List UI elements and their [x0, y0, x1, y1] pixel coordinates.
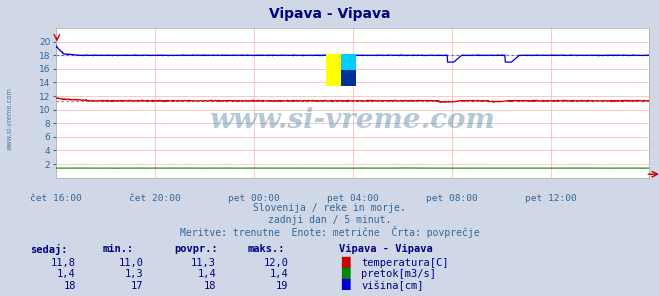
Bar: [341, 70, 356, 86]
Text: 1,4: 1,4: [198, 269, 216, 279]
Text: 1,4: 1,4: [270, 269, 289, 279]
Text: 11,0: 11,0: [119, 258, 144, 268]
Text: 12,0: 12,0: [264, 258, 289, 268]
Text: 18: 18: [204, 281, 216, 291]
Text: čet 16:00: čet 16:00: [30, 194, 82, 203]
Text: 11,8: 11,8: [51, 258, 76, 268]
Text: sedaj:: sedaj:: [30, 244, 67, 255]
Bar: [341, 54, 356, 70]
Text: temperatura[C]: temperatura[C]: [361, 258, 449, 268]
Text: Meritve: trenutne  Enote: metrične  Črta: povprečje: Meritve: trenutne Enote: metrične Črta: …: [180, 226, 479, 239]
Text: Vipava - Vipava: Vipava - Vipava: [269, 7, 390, 21]
Text: Vipava - Vipava: Vipava - Vipava: [339, 244, 433, 254]
Text: pet 12:00: pet 12:00: [525, 194, 577, 203]
Text: pretok[m3/s]: pretok[m3/s]: [361, 269, 436, 279]
Text: višina[cm]: višina[cm]: [361, 281, 424, 291]
Text: █: █: [341, 257, 349, 268]
Text: 11,3: 11,3: [191, 258, 216, 268]
Text: Slovenija / reke in morje.: Slovenija / reke in morje.: [253, 203, 406, 213]
Text: 1,3: 1,3: [125, 269, 144, 279]
Text: 18: 18: [63, 281, 76, 291]
Text: pet 00:00: pet 00:00: [228, 194, 279, 203]
Bar: [326, 54, 341, 86]
Text: █: █: [341, 268, 349, 279]
Text: www.si-vreme.com: www.si-vreme.com: [210, 107, 496, 134]
Text: 17: 17: [131, 281, 144, 291]
Text: 19: 19: [276, 281, 289, 291]
Text: www.si-vreme.com: www.si-vreme.com: [7, 87, 13, 150]
Text: čet 20:00: čet 20:00: [129, 194, 181, 203]
Text: povpr.:: povpr.:: [175, 244, 218, 254]
Text: █: █: [341, 279, 349, 290]
Text: min.:: min.:: [102, 244, 133, 254]
Text: pet 04:00: pet 04:00: [327, 194, 379, 203]
Text: maks.:: maks.:: [247, 244, 285, 254]
Text: zadnji dan / 5 minut.: zadnji dan / 5 minut.: [268, 215, 391, 225]
Text: 1,4: 1,4: [57, 269, 76, 279]
Text: pet 08:00: pet 08:00: [426, 194, 478, 203]
